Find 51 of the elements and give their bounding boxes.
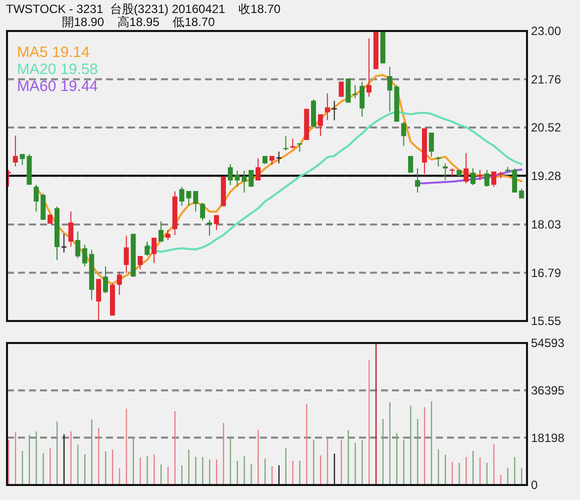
chart-title: TWSTOCK - 3231 台股(3231) 20160421 收18.70: [6, 2, 281, 16]
candlestick: [152, 237, 157, 264]
candlestick: [519, 188, 524, 199]
candlestick: [401, 121, 406, 146]
candlestick: [34, 184, 39, 212]
text: MA5 19.14: [17, 44, 90, 61]
y-tick-label: 36395: [531, 384, 565, 398]
candlestick: [207, 219, 212, 236]
candlestick: [415, 168, 420, 194]
candlestick: [228, 164, 233, 186]
y-tick-label: 15.55: [531, 314, 562, 328]
y-tick-label: 18.03: [531, 218, 562, 232]
candlestick: [436, 156, 441, 167]
text: MA20 19.58: [17, 61, 98, 78]
chart-subtitle: 開18.90 高18.95 低18.70: [62, 15, 216, 29]
candlestick: [116, 271, 122, 296]
y-tick-label: 19.28: [531, 169, 562, 184]
candlestick: [200, 202, 206, 222]
candlestick: [158, 220, 164, 242]
candlestick: [324, 92, 330, 121]
candlestick: [144, 241, 150, 256]
candlestick: [193, 190, 198, 212]
candlestick: [360, 81, 365, 118]
candlestick: [20, 154, 25, 166]
candlestick: [165, 229, 170, 241]
candlestick: [512, 168, 518, 194]
candlestick: [214, 214, 219, 230]
y-tick-label: 0: [531, 478, 538, 492]
candlestick: [484, 169, 490, 188]
y-tick-label: 18198: [531, 430, 565, 445]
candlestick: [12, 135, 18, 167]
candlestick: [464, 152, 469, 184]
candlestick: [96, 278, 102, 322]
candlestick: [318, 114, 323, 137]
candlestick: [68, 211, 74, 248]
y-tick-label: 23.00: [531, 24, 562, 38]
y-tick-label: 21.76: [531, 72, 562, 86]
y-tick-label: 16.79: [531, 266, 562, 280]
candlestick: [256, 158, 261, 181]
candlestick: [124, 235, 129, 274]
text: MA60 19.44: [17, 78, 98, 95]
candlestick: [442, 162, 448, 181]
candlestick: [470, 168, 476, 186]
candlestick: [338, 81, 344, 98]
candlestick: [428, 132, 434, 158]
y-tick-label: 20.52: [531, 120, 562, 135]
candlestick: [477, 169, 482, 181]
candlestick: [366, 38, 372, 98]
candlestick: [103, 266, 108, 294]
candlestick: [138, 255, 143, 270]
y-tick-label: 54593: [531, 336, 565, 350]
